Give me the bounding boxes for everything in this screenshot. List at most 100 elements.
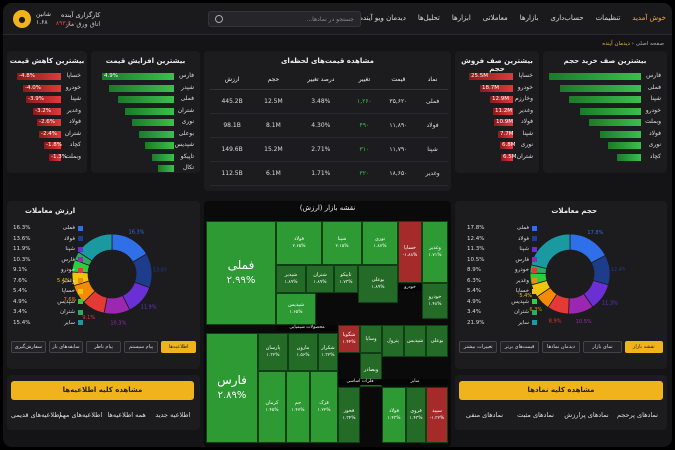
market-map-tile[interactable]: شکرار ۱.۳۲%: [318, 333, 338, 371]
bar-label[interactable]: فارس: [646, 72, 661, 79]
bar-label[interactable]: شپنا: [522, 129, 533, 137]
bar-label[interactable]: شپنا: [650, 95, 661, 102]
market-map-tile[interactable]: خساپا -۱.۸۸%: [398, 221, 422, 283]
panel-button[interactable]: تغییرات بیشتر: [459, 341, 498, 353]
bar-label[interactable]: فارس: [179, 72, 194, 79]
legend-item[interactable]: شتران 3.4%: [467, 307, 537, 318]
market-map-tile[interactable]: جم ۱.۴۷%: [286, 371, 310, 443]
bar-label[interactable]: وغدیر: [518, 106, 533, 114]
legend-item[interactable]: خودرو 9.1%: [13, 265, 83, 276]
bar-label[interactable]: خودرو: [65, 83, 81, 91]
donut-slice[interactable]: [78, 233, 113, 262]
view-all-symbols-button[interactable]: مشاهده کلیه نمادها: [459, 381, 663, 400]
donut-slice[interactable]: [530, 233, 571, 269]
bar-label[interactable]: تاپیکو: [180, 152, 194, 160]
market-map-tile[interactable]: شپنا ۲.۱۵%: [322, 221, 362, 265]
view-all-news-button[interactable]: مشاهده کلیه اطلاعیه‌ها: [11, 381, 194, 400]
bar-label[interactable]: نوری: [520, 141, 533, 148]
footer-link[interactable]: همه اطلاعیه‌ها: [107, 411, 146, 419]
market-map-tile[interactable]: تاپیکو ۱.۷۳%: [334, 265, 358, 293]
market-map-tile[interactable]: وغدیر ۱.۷۱%: [422, 221, 448, 283]
market-map-tile[interactable]: فارس ۲.۸۹%: [206, 333, 258, 443]
legend-item[interactable]: وغدیر 6.3%: [467, 276, 537, 287]
market-map-tile[interactable]: فروی ۱.۴۳%: [406, 387, 426, 443]
legend-item[interactable]: سایر 15.4%: [13, 318, 83, 329]
market-map-tile[interactable]: فولاد ۱.۴۳%: [382, 387, 406, 443]
bar-label[interactable]: وغدیر: [66, 106, 81, 114]
bar-label[interactable]: شتران: [177, 106, 194, 114]
bar-label[interactable]: فملی: [180, 95, 194, 102]
legend-item[interactable]: خساپا 5.4%: [13, 286, 83, 297]
legend-item[interactable]: سایر 21.9%: [467, 318, 537, 329]
market-map-tile[interactable]: شپدیس: [404, 325, 426, 357]
market-map-tile[interactable]: مارون ۱.۵۶%: [288, 333, 318, 371]
footer-link[interactable]: اطلاعیه جدید: [155, 411, 191, 419]
market-map-tile[interactable]: شگویا ۱.۴۴%: [338, 325, 360, 353]
market-map-tile[interactable]: خودرو ۱.۴۸%: [422, 283, 448, 319]
market-map-tile[interactable]: فملی ۲.۹۹%: [206, 221, 276, 325]
bar-label[interactable]: نوری: [181, 118, 194, 125]
legend-item[interactable]: وغدیر 7.6%: [13, 276, 83, 287]
footer-link[interactable]: اطلاعیه‌های قدیمی: [11, 411, 62, 419]
market-map-tile[interactable]: شتران ۱.۸۹%: [306, 265, 334, 293]
bar-label[interactable]: خودرو: [517, 83, 533, 91]
legend-item[interactable]: شپدیس 4.9%: [13, 297, 83, 308]
bar-label[interactable]: وبملت: [65, 152, 81, 160]
panel-button[interactable]: پیام‌ سیستم: [123, 341, 159, 353]
nav-tools[interactable]: ابزارها: [451, 14, 471, 22]
panel-button[interactable]: پیام ناظر: [86, 341, 121, 353]
nav-accounting[interactable]: حساب‌داری: [550, 14, 584, 22]
bar-label[interactable]: فولاد: [520, 118, 533, 125]
market-map-tile[interactable]: شپدیس ۱.۶۵%: [276, 293, 316, 325]
bar-label[interactable]: فملی: [647, 83, 661, 91]
bar-label[interactable]: خساپا: [518, 72, 533, 79]
market-map-tile[interactable]: فخوز ۱.۳۴%: [338, 387, 360, 443]
footer-link[interactable]: نمادهای پرارزش: [564, 411, 609, 419]
bar-label[interactable]: شپدر: [181, 83, 194, 91]
legend-item[interactable]: خودرو 8.9%: [467, 265, 537, 276]
nav-analysis[interactable]: تحلیل‌ها: [417, 14, 440, 22]
bar-label[interactable]: شپنا: [70, 95, 81, 102]
market-map-tile[interactable]: بوعلی: [426, 325, 448, 357]
legend-item[interactable]: شپدیس 4.9%: [467, 297, 537, 308]
bar-label[interactable]: شپدیس: [174, 141, 194, 148]
legend-item[interactable]: خساپا 5.4%: [467, 286, 537, 297]
panel-button[interactable]: دیدمان نمادها: [541, 341, 581, 353]
market-map-tile[interactable]: کرمان ۱.۴۵%: [258, 371, 286, 443]
bar-label[interactable]: تکال: [182, 164, 194, 171]
legend-item[interactable]: فولاد 13.6%: [13, 234, 83, 245]
bar-label[interactable]: کچاد: [69, 141, 81, 148]
market-map-tile[interactable]: نوری ۱.۸۷%: [362, 221, 398, 265]
market-map-tile[interactable]: شپدیر ۱.۸۹%: [276, 265, 306, 293]
bar-label[interactable]: نوری: [648, 141, 661, 148]
breadcrumb-home[interactable]: صفحه اصلی: [635, 41, 664, 47]
bar-label[interactable]: شتران: [516, 152, 533, 160]
bar-label[interactable]: خساپا: [66, 72, 81, 79]
table-row[interactable]: وغدیر ۱۸,۶۵۰ ۳۲۰ 1.71% 6.1M 112.5B: [210, 161, 448, 186]
brand-logo-area[interactable]: ● شانین ۱.۶۸ ۸۹۳,۷۰۰: [13, 10, 77, 28]
footer-link[interactable]: نمادهای مثبت: [517, 411, 554, 419]
table-row[interactable]: فارس۱۵,۳۳۰۴۷۰4.57%9.3M142.8B: [210, 185, 448, 191]
legend-item[interactable]: فولاد 12.4%: [467, 234, 537, 245]
legend-item[interactable]: شتران 3.4%: [13, 307, 83, 318]
nav-markets[interactable]: بازارها: [519, 14, 539, 22]
market-map-tile[interactable]: پارسان ۱.۳۲%: [258, 333, 288, 371]
market-map-tile[interactable]: فزک ۱.۲۲%: [310, 371, 338, 443]
panel-button[interactable]: نمای بازار: [583, 341, 622, 353]
search-input[interactable]: جستجو در نمادها...: [208, 11, 361, 27]
nav-trading[interactable]: معاملاتی: [482, 14, 508, 22]
panel-button[interactable]: سفارش‌گیری: [11, 341, 46, 353]
nav-future-view[interactable]: دیدمان ویو آینده: [359, 14, 406, 22]
legend-item[interactable]: فملی 16.3%: [13, 223, 83, 234]
bar-label[interactable]: خودرو: [645, 106, 661, 114]
legend-item[interactable]: فارس 10.3%: [13, 255, 83, 266]
legend-item[interactable]: فملی 17.8%: [467, 223, 537, 234]
market-map-tile[interactable]: سپید -۱.۳۲%: [426, 387, 448, 443]
footer-link[interactable]: اطلاعیه‌های مهم: [58, 411, 103, 419]
bar-label[interactable]: وخارزم: [515, 95, 533, 102]
table-row[interactable]: شپنا ۱۱,۷۹۰ ۳۱۰ 2.71% 15.2M 149.6B: [210, 137, 448, 162]
legend-item[interactable]: فارس 10.5%: [467, 255, 537, 266]
panel-button[interactable]: نقشه بازار: [624, 341, 663, 353]
bar-label[interactable]: فولاد: [648, 129, 661, 137]
footer-link[interactable]: نمادهای پرحجم: [617, 411, 658, 419]
